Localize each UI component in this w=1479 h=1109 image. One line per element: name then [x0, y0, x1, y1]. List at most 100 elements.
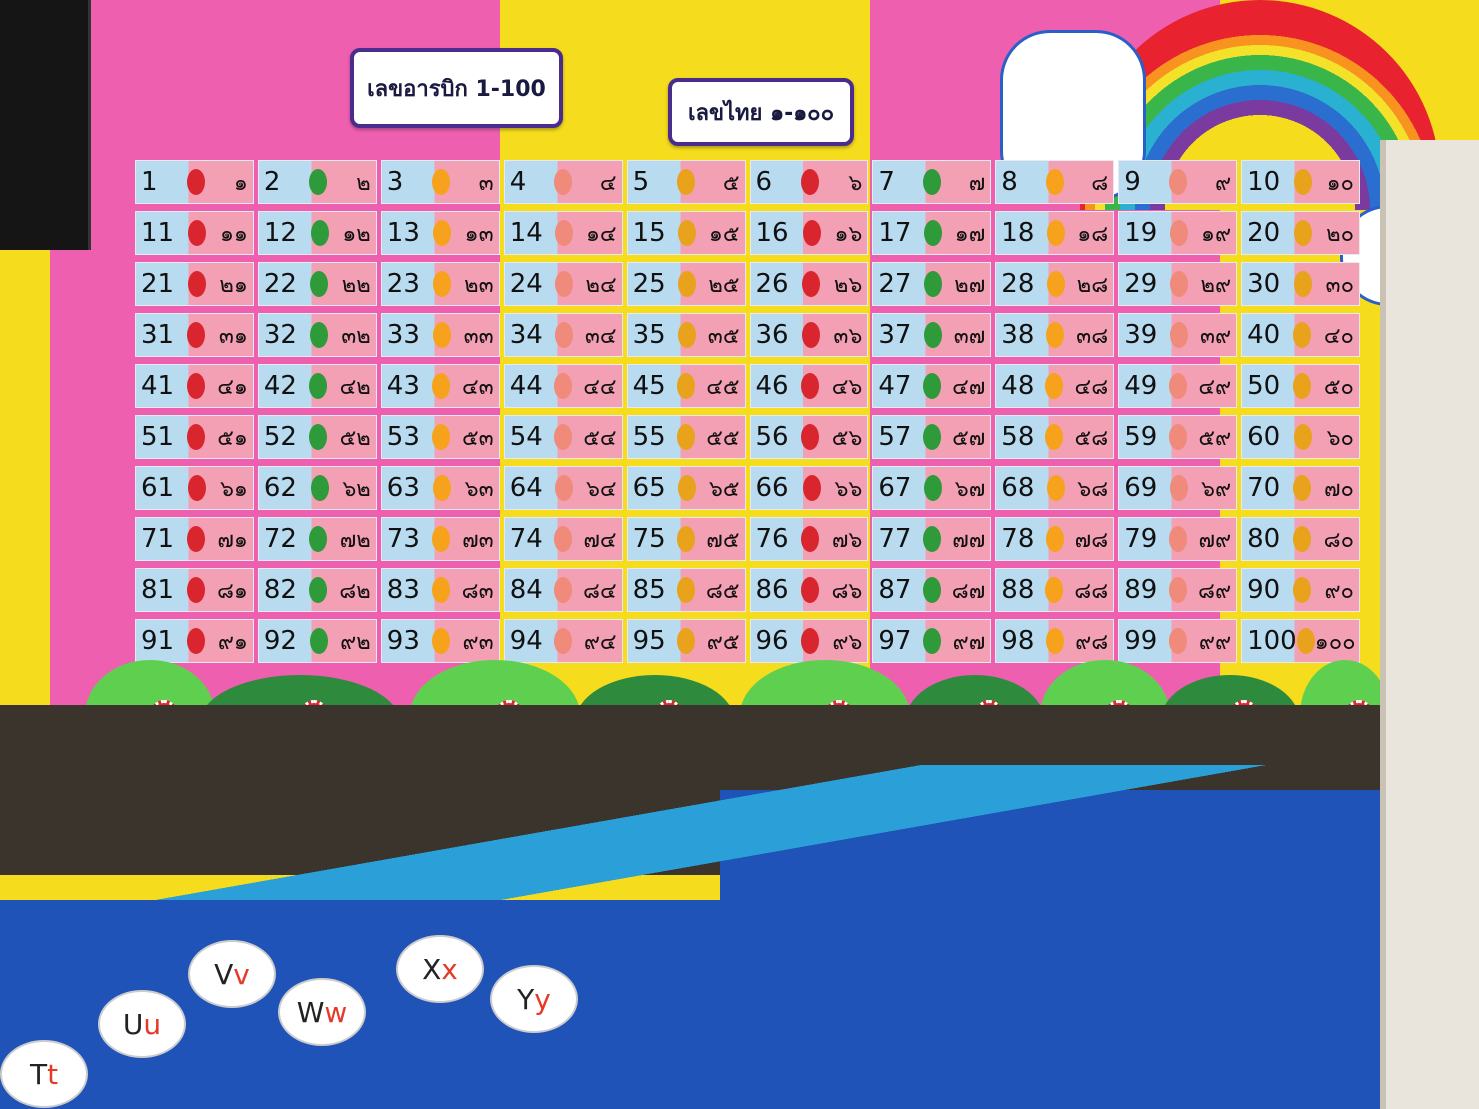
watermelon-icon [309, 373, 328, 399]
thai-number: ๙๖ [832, 629, 863, 655]
thai-number: ๘ [1091, 170, 1109, 196]
arabic-number: 67 [878, 473, 912, 503]
number-card: 31 ๓๑ [135, 313, 254, 357]
number-card: 34 ๓๔ [503, 313, 623, 357]
number-card: 77 ๗๗ [872, 517, 992, 561]
uppercase-letter: Y [517, 982, 535, 1016]
thai-number: ๒๘ [1076, 272, 1109, 298]
thai-number: ๘๙ [1198, 578, 1232, 604]
thai-number: ๕๓ [461, 425, 494, 451]
lowercase-letter: t [47, 1057, 59, 1091]
thai-number: ๙๓ [462, 629, 494, 655]
popsicle-icon [555, 220, 574, 246]
arabic-number: 52 [263, 422, 297, 452]
popsicle-icon [1169, 628, 1188, 654]
pineapple-icon [676, 577, 695, 603]
strawberry-icon [802, 475, 821, 501]
pineapple-icon [678, 220, 697, 246]
thai-number: ๔๔ [583, 374, 617, 400]
thai-number: ๔๗ [952, 374, 986, 400]
thai-number: ๘๑ [216, 578, 248, 604]
thai-number: ๘๓ [461, 578, 494, 604]
pineapple-icon [676, 373, 695, 399]
arabic-number: 90 [1247, 575, 1281, 605]
thai-number: ๘๐ [1323, 527, 1354, 553]
thai-number: ๘๗ [951, 578, 986, 604]
sign-text: เลขไทย ๑-๑๐๐ [687, 100, 835, 126]
popsicle-icon [554, 424, 573, 450]
thai-number: ๑๗ [954, 221, 986, 247]
lowercase-letter: u [143, 1007, 162, 1041]
thai-number: ๒ [356, 170, 371, 196]
number-card: 98 ๙๘ [995, 619, 1115, 663]
strawberry-icon [188, 475, 207, 501]
arabic-number: 3 [386, 167, 404, 197]
number-card: 61 ๖๑ [135, 466, 254, 510]
popsicle-icon [554, 169, 573, 195]
number-card: 100 ๑๐๐ [1241, 619, 1360, 663]
thai-number: ๗๗ [952, 527, 986, 553]
arabic-number: 34 [509, 320, 543, 350]
popsicle-icon [1168, 526, 1187, 552]
sign-arabic-numerals: เลขอารบิก 1-100 [350, 48, 563, 128]
sun-icon [1045, 169, 1064, 195]
thai-number: ๓๗ [953, 323, 986, 349]
arabic-number: 19 [1124, 218, 1158, 248]
watermelon-icon [309, 577, 328, 603]
uppercase-letter: T [29, 1057, 48, 1091]
arabic-number: 71 [141, 524, 175, 554]
thai-number: ๑๐๐ [1314, 629, 1356, 655]
arabic-number: 53 [386, 422, 420, 452]
thai-number: ๒๑ [219, 272, 248, 298]
sun-icon [431, 577, 450, 603]
number-card: 33 ๓๓ [380, 313, 500, 357]
number-card: 65 ๖๕ [626, 466, 746, 510]
thai-number: ๑๑ [219, 221, 248, 247]
thai-number: ๗๐ [1324, 476, 1354, 502]
thai-number: ๙๐ [1324, 578, 1354, 604]
strawberry-icon [186, 169, 205, 195]
arabic-number: 84 [509, 575, 543, 605]
watermelon-icon [922, 424, 941, 450]
arabic-number: 43 [386, 371, 420, 401]
arabic-number: 65 [632, 473, 666, 503]
watermelon-icon [309, 169, 328, 195]
strawberry-icon [801, 628, 820, 654]
television [0, 0, 91, 250]
thai-number: ๗๘ [1074, 527, 1109, 553]
watermelon-icon [924, 475, 943, 501]
number-card: 63 ๖๓ [380, 466, 500, 510]
number-card: 56 ๕๖ [749, 415, 869, 459]
pineapple-icon [1296, 628, 1315, 654]
arabic-number: 38 [1001, 320, 1035, 350]
popsicle-icon [1168, 169, 1187, 195]
number-card: 24 ๒๔ [503, 262, 623, 306]
arabic-number: 99 [1124, 626, 1158, 656]
thai-number: ๕๖ [831, 425, 863, 451]
arabic-number: 12 [263, 218, 297, 248]
arabic-number: 55 [632, 422, 666, 452]
sun-icon [1045, 577, 1064, 603]
thai-number: ๑๐ [1326, 170, 1354, 196]
arabic-number: 61 [141, 473, 175, 503]
thai-number: ๘๖ [831, 578, 863, 604]
thai-number: ๑๔ [585, 221, 617, 247]
arabic-number: 31 [141, 320, 175, 350]
strawberry-icon [801, 577, 820, 603]
arabic-number: 48 [1001, 371, 1035, 401]
watermelon-icon [309, 526, 328, 552]
arabic-number: 47 [878, 371, 912, 401]
strawberry-icon [187, 271, 206, 297]
arabic-number: 74 [509, 524, 543, 554]
number-card: 29 ๒๙ [1118, 262, 1238, 306]
arabic-number: 11 [141, 218, 175, 248]
number-card: 60 ๖๐ [1241, 415, 1360, 459]
thai-number: ๕๙ [1198, 425, 1232, 451]
thai-number: ๒๖ [833, 272, 863, 298]
thai-number: ๖๐ [1326, 425, 1354, 451]
thai-number: ๓๔ [584, 323, 617, 349]
strawberry-icon [186, 526, 205, 552]
arabic-number: 6 [755, 167, 773, 197]
